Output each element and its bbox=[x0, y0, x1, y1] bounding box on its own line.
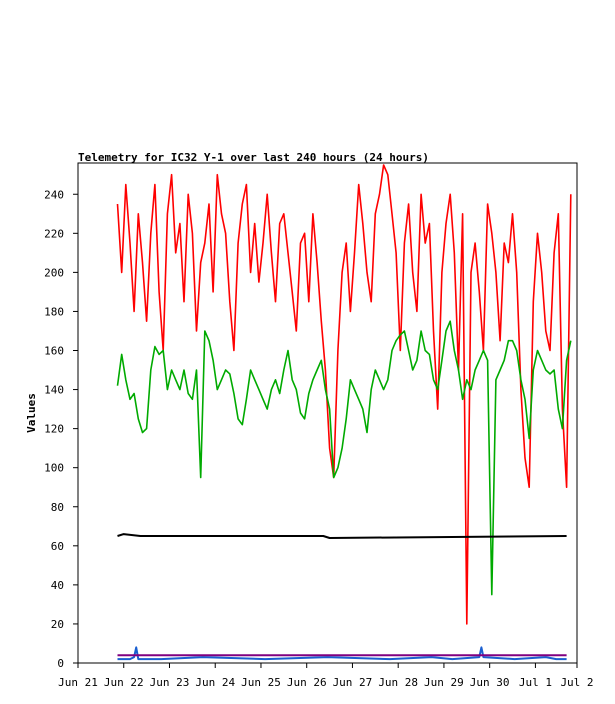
y-tick-label: 120 bbox=[44, 423, 64, 436]
y-tick-label: 20 bbox=[51, 618, 64, 631]
x-tick-label: Jul 2 bbox=[560, 676, 593, 689]
y-tick-label: 220 bbox=[44, 227, 64, 240]
y-tick-label: 200 bbox=[44, 266, 64, 279]
x-tick-label: Jul 1 bbox=[519, 676, 552, 689]
x-tick-label: Jun 25 bbox=[241, 676, 281, 689]
x-tick-label: Jun 26 bbox=[287, 676, 327, 689]
y-tick-label: 80 bbox=[51, 501, 64, 514]
y-tick-label: 140 bbox=[44, 384, 64, 397]
y-axis-title: Values bbox=[25, 393, 38, 433]
x-tick-label: Jun 22 bbox=[104, 676, 144, 689]
y-tick-label: 100 bbox=[44, 462, 64, 475]
y-tick-label: 180 bbox=[44, 305, 64, 318]
x-tick-label: Jun 23 bbox=[150, 676, 190, 689]
x-tick-label: Jun 27 bbox=[333, 676, 373, 689]
series-line-4 bbox=[117, 646, 567, 661]
x-tick-label: Jun 24 bbox=[195, 676, 235, 689]
x-tick-label: Jun 29 bbox=[424, 676, 464, 689]
x-tick-label: Jun 28 bbox=[378, 676, 418, 689]
x-tick-label: Jun 30 bbox=[470, 676, 510, 689]
y-tick-label: 240 bbox=[44, 188, 64, 201]
chart-title: Telemetry for IC32 Y-1 over last 240 hou… bbox=[78, 151, 429, 164]
series-line-1 bbox=[116, 164, 572, 625]
series-line-3 bbox=[117, 533, 567, 539]
y-tick-label: 60 bbox=[51, 540, 64, 553]
axes-layer: 0 20 40 60 80 100 120 140 160 180 200 220 240 Jun 21 J… bbox=[44, 188, 593, 689]
series-layer bbox=[116, 164, 572, 661]
y-tick-label: 0 bbox=[57, 657, 64, 670]
series-line-2 bbox=[116, 320, 572, 596]
x-tick-label: Jun 21 bbox=[58, 676, 98, 689]
y-tick-label: 40 bbox=[51, 579, 64, 592]
y-tick-label: 160 bbox=[44, 345, 64, 358]
